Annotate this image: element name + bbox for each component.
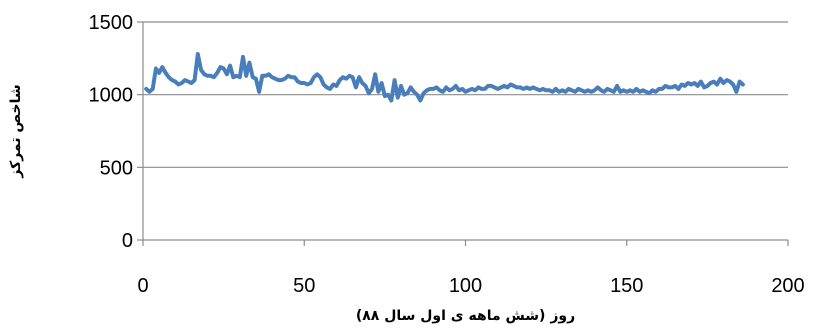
x-tick-label: 150 bbox=[610, 275, 643, 297]
x-tick-label: 100 bbox=[449, 275, 482, 297]
x-axis-title: روز (شش ماهه ی اول سال ۸۸) bbox=[356, 308, 575, 324]
y-tick-label: 1500 bbox=[89, 12, 134, 34]
y-tick-label: 0 bbox=[122, 230, 133, 252]
y-tick-label: 500 bbox=[100, 157, 133, 179]
gridlines bbox=[143, 21, 788, 168]
x-tick-label: 0 bbox=[137, 275, 148, 297]
series-line bbox=[144, 52, 745, 103]
y-tick-labels: 0 500 1000 1500 bbox=[89, 12, 134, 252]
axes bbox=[137, 21, 789, 246]
x-tick-labels: 0 50 100 150 200 bbox=[137, 275, 804, 297]
x-tick-label: 200 bbox=[771, 275, 804, 297]
y-tick-label: 1000 bbox=[89, 85, 134, 107]
x-tick-label: 50 bbox=[293, 275, 315, 297]
y-axis-title: شاخص تمرکز bbox=[8, 84, 24, 178]
